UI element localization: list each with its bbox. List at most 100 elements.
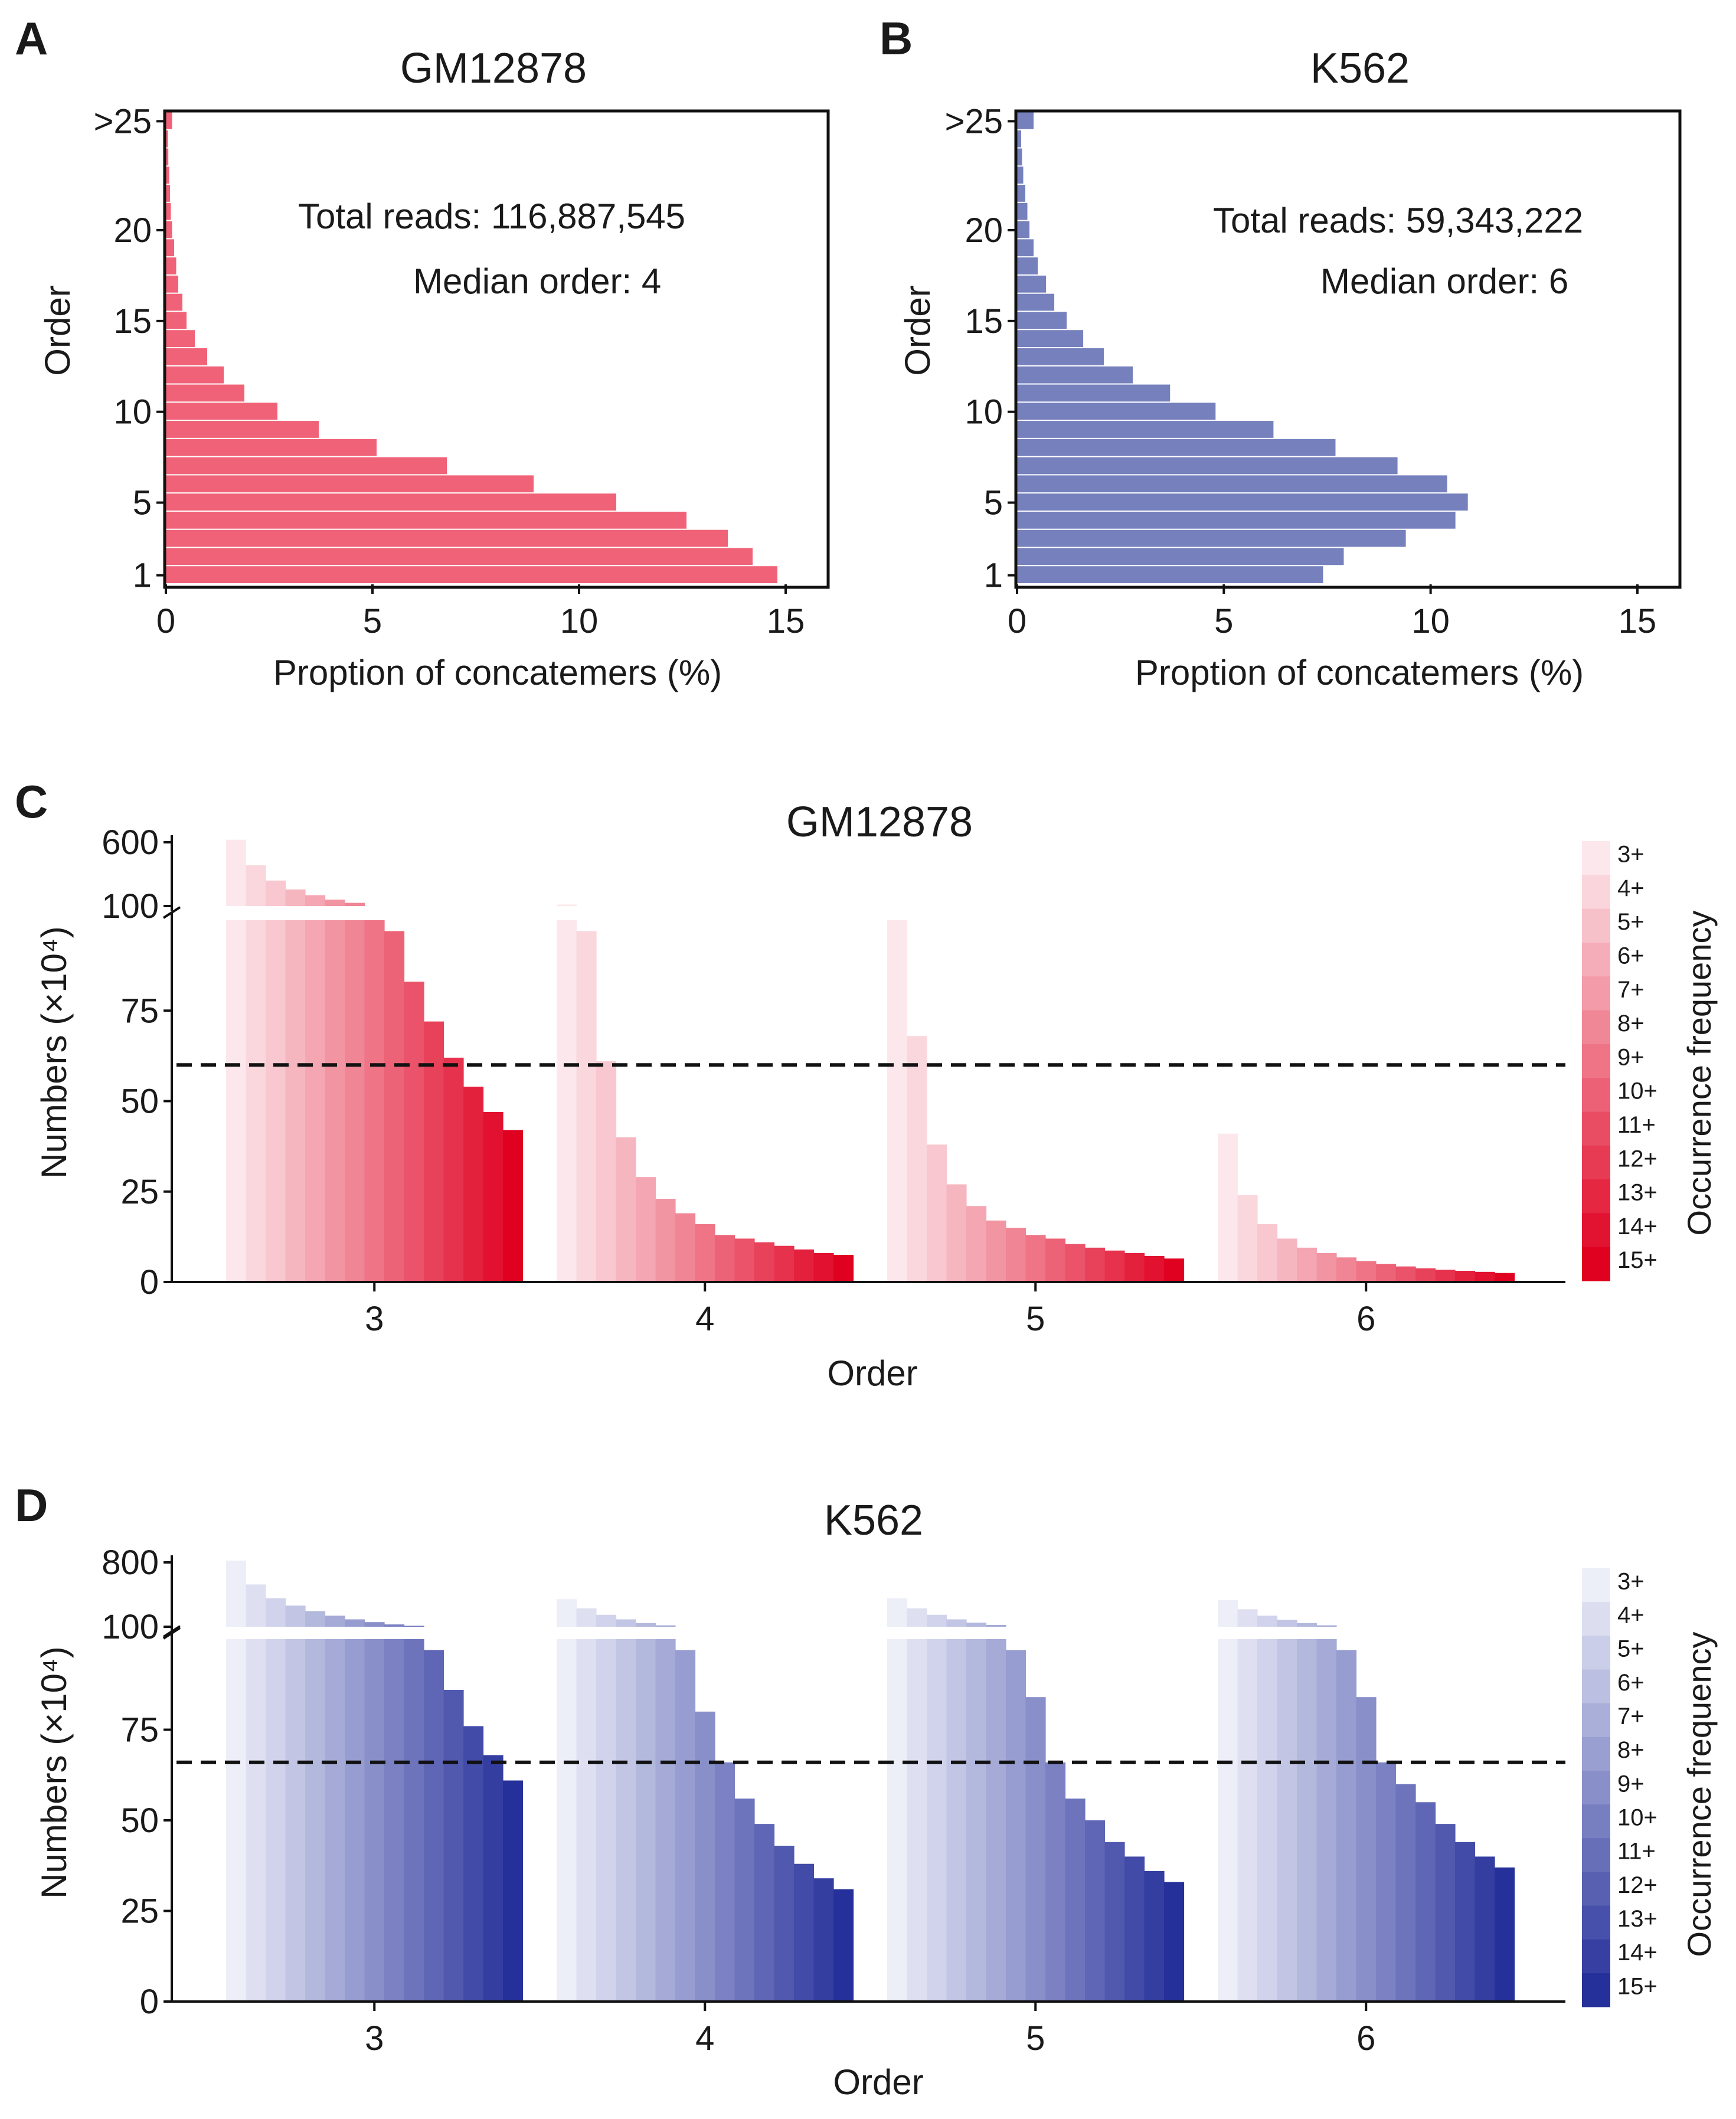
panel-c: C GM12878 0 25 50 75 100 600 3 4 5 6 Ord… xyxy=(15,776,1718,1393)
bar-order-5-freq-9 xyxy=(1006,1650,1026,2002)
bar-order-1 xyxy=(1017,566,1323,583)
legend-label: 14+ xyxy=(1617,1214,1657,1240)
bar-order-4-freq-17 xyxy=(833,1255,854,1282)
bar-order-17 xyxy=(166,275,178,293)
x-tick-label: 6 xyxy=(1356,1300,1375,1338)
legend-label: 13+ xyxy=(1617,1906,1657,1932)
bar-order-17 xyxy=(1017,275,1047,293)
panel-a-bars xyxy=(166,112,777,583)
bar-order-19 xyxy=(1017,239,1034,257)
bar-order-12 xyxy=(166,366,224,384)
panel-c-x-axis-label: Order xyxy=(827,1353,917,1393)
bar-order->25 xyxy=(166,112,172,129)
legend-label: 3+ xyxy=(1617,1568,1645,1594)
bar-order-15 xyxy=(166,312,187,329)
bar-order-5-freq-8 xyxy=(986,1220,1006,1282)
bar-order-4-freq-15 xyxy=(794,1863,815,2002)
bar-order-4-freq-11 xyxy=(715,1762,735,2002)
bar-order-4-freq-12 xyxy=(734,1798,755,2002)
panel-c-tick-labels: 0 25 50 75 100 600 3 4 5 6 xyxy=(102,823,1375,1338)
bar-upper-order-4-freq-3 xyxy=(557,1599,577,1627)
bar-order-4-freq-8 xyxy=(655,1639,676,2002)
bar-order-5-freq-17 xyxy=(1164,1258,1185,1282)
y-tick-label: 100 xyxy=(102,1608,159,1646)
axis-ticks xyxy=(156,120,787,594)
bar-order-5-freq-13 xyxy=(1085,1820,1106,2002)
bar-order-6-freq-8 xyxy=(1316,1253,1337,1282)
legend-swatch-9+ xyxy=(1582,1044,1610,1078)
bar-upper-order-3-freq-6 xyxy=(285,889,306,906)
bar-order-13 xyxy=(166,348,207,365)
x-tick-label: 5 xyxy=(1026,2019,1045,2058)
bar-order-6-freq-10 xyxy=(1356,1261,1377,1282)
bar-order-22 xyxy=(166,185,170,202)
panel-a-total-reads: Total reads: 116,887,545 xyxy=(298,197,685,236)
bar-order-5-freq-14 xyxy=(1104,1250,1125,1282)
legend-label: 4+ xyxy=(1617,875,1645,901)
y-tick-label: 1 xyxy=(984,557,1003,595)
panel-b-bars xyxy=(1017,112,1468,583)
bar-upper-order-3-freq-3 xyxy=(226,839,247,906)
y-tick-label: 15 xyxy=(113,302,152,341)
bar-order-4-freq-9 xyxy=(675,1650,696,2002)
y-tick-label: 50 xyxy=(120,1801,159,1840)
bar-upper-order-3-freq-9 xyxy=(345,1619,365,1627)
legend-swatch-14+ xyxy=(1582,1213,1610,1248)
bar-order-5-freq-11 xyxy=(1045,1238,1066,1282)
bar-order-14 xyxy=(166,330,195,347)
legend-swatch-10+ xyxy=(1582,1804,1610,1839)
bar-order-3 xyxy=(166,529,728,547)
bar-order-4-freq-15 xyxy=(794,1249,815,1282)
legend-swatch-10+ xyxy=(1582,1078,1610,1112)
panel-d-title: K562 xyxy=(824,1497,923,1544)
x-tick-label: 4 xyxy=(695,1300,714,1338)
bar-order-6-freq-13 xyxy=(1415,1802,1436,2002)
bar-order-5-freq-4 xyxy=(907,1639,927,2002)
bar-order-16 xyxy=(1017,293,1055,311)
panel-a-plot-frame xyxy=(163,109,830,589)
bar-order-4-freq-12 xyxy=(734,1238,755,1282)
bar-upper-order-5-freq-6 xyxy=(946,1619,967,1627)
legend-label: 10+ xyxy=(1617,1805,1657,1831)
bar-order-16 xyxy=(166,293,182,311)
bar-upper-order-5-freq-4 xyxy=(907,1608,927,1627)
bar-order-6-freq-4 xyxy=(1237,1639,1258,2002)
bar-upper-order-3-freq-7 xyxy=(305,895,326,906)
bar-order-4 xyxy=(1017,511,1456,529)
panel-d-x-axis-label: Order xyxy=(833,2062,923,2102)
x-tick-label: 10 xyxy=(1411,602,1450,640)
bar-order-5-freq-12 xyxy=(1065,1244,1086,1282)
x-tick-label: 3 xyxy=(365,2019,384,2058)
bar-order-4-freq-10 xyxy=(695,1711,715,2002)
bar-order-5-freq-3 xyxy=(887,1639,908,2002)
axis-break-mark xyxy=(162,1625,181,1638)
legend-swatch-6+ xyxy=(1582,1669,1610,1704)
bar-order-5-freq-15 xyxy=(1124,1253,1145,1282)
bar-order-6-freq-3 xyxy=(1218,1639,1238,2002)
bar-order-6-freq-17 xyxy=(1495,1867,1515,2002)
bar-order-6-freq-14 xyxy=(1435,1270,1456,1282)
bar-order-24 xyxy=(1017,148,1022,166)
axis-break-mark xyxy=(162,1627,181,1640)
panel-b-x-axis-label: Proption of concatemers (%) xyxy=(1135,653,1584,692)
bar-order-5-freq-10 xyxy=(1025,1235,1046,1282)
bar-order-5-freq-16 xyxy=(1144,1255,1165,1282)
panel-a-x-axis-label: Proption of concatemers (%) xyxy=(273,653,722,692)
bar-order-1 xyxy=(166,566,777,583)
legend-swatch-3+ xyxy=(1582,1568,1610,1603)
bar-order-3-freq-14 xyxy=(443,1057,464,1282)
bar-order-6-freq-15 xyxy=(1455,1842,1476,2002)
legend-label: 11+ xyxy=(1617,1112,1656,1138)
bar-order-4-freq-14 xyxy=(774,1846,795,2002)
bar-order-7 xyxy=(1017,457,1398,475)
bar-order-11 xyxy=(1017,384,1171,402)
bar-order-6-freq-5 xyxy=(1257,1639,1278,2002)
y-tick-label: >25 xyxy=(94,102,152,140)
bar-order-22 xyxy=(1017,185,1026,202)
bar-order-4-freq-6 xyxy=(616,1137,636,1282)
panel-c-axes xyxy=(162,835,1565,1291)
bar-upper-order-6-freq-3 xyxy=(1218,1600,1238,1627)
legend-label: 6+ xyxy=(1617,943,1645,969)
bar-upper-order-3-freq-3 xyxy=(226,1560,247,1627)
legend-label: 10+ xyxy=(1617,1078,1657,1104)
